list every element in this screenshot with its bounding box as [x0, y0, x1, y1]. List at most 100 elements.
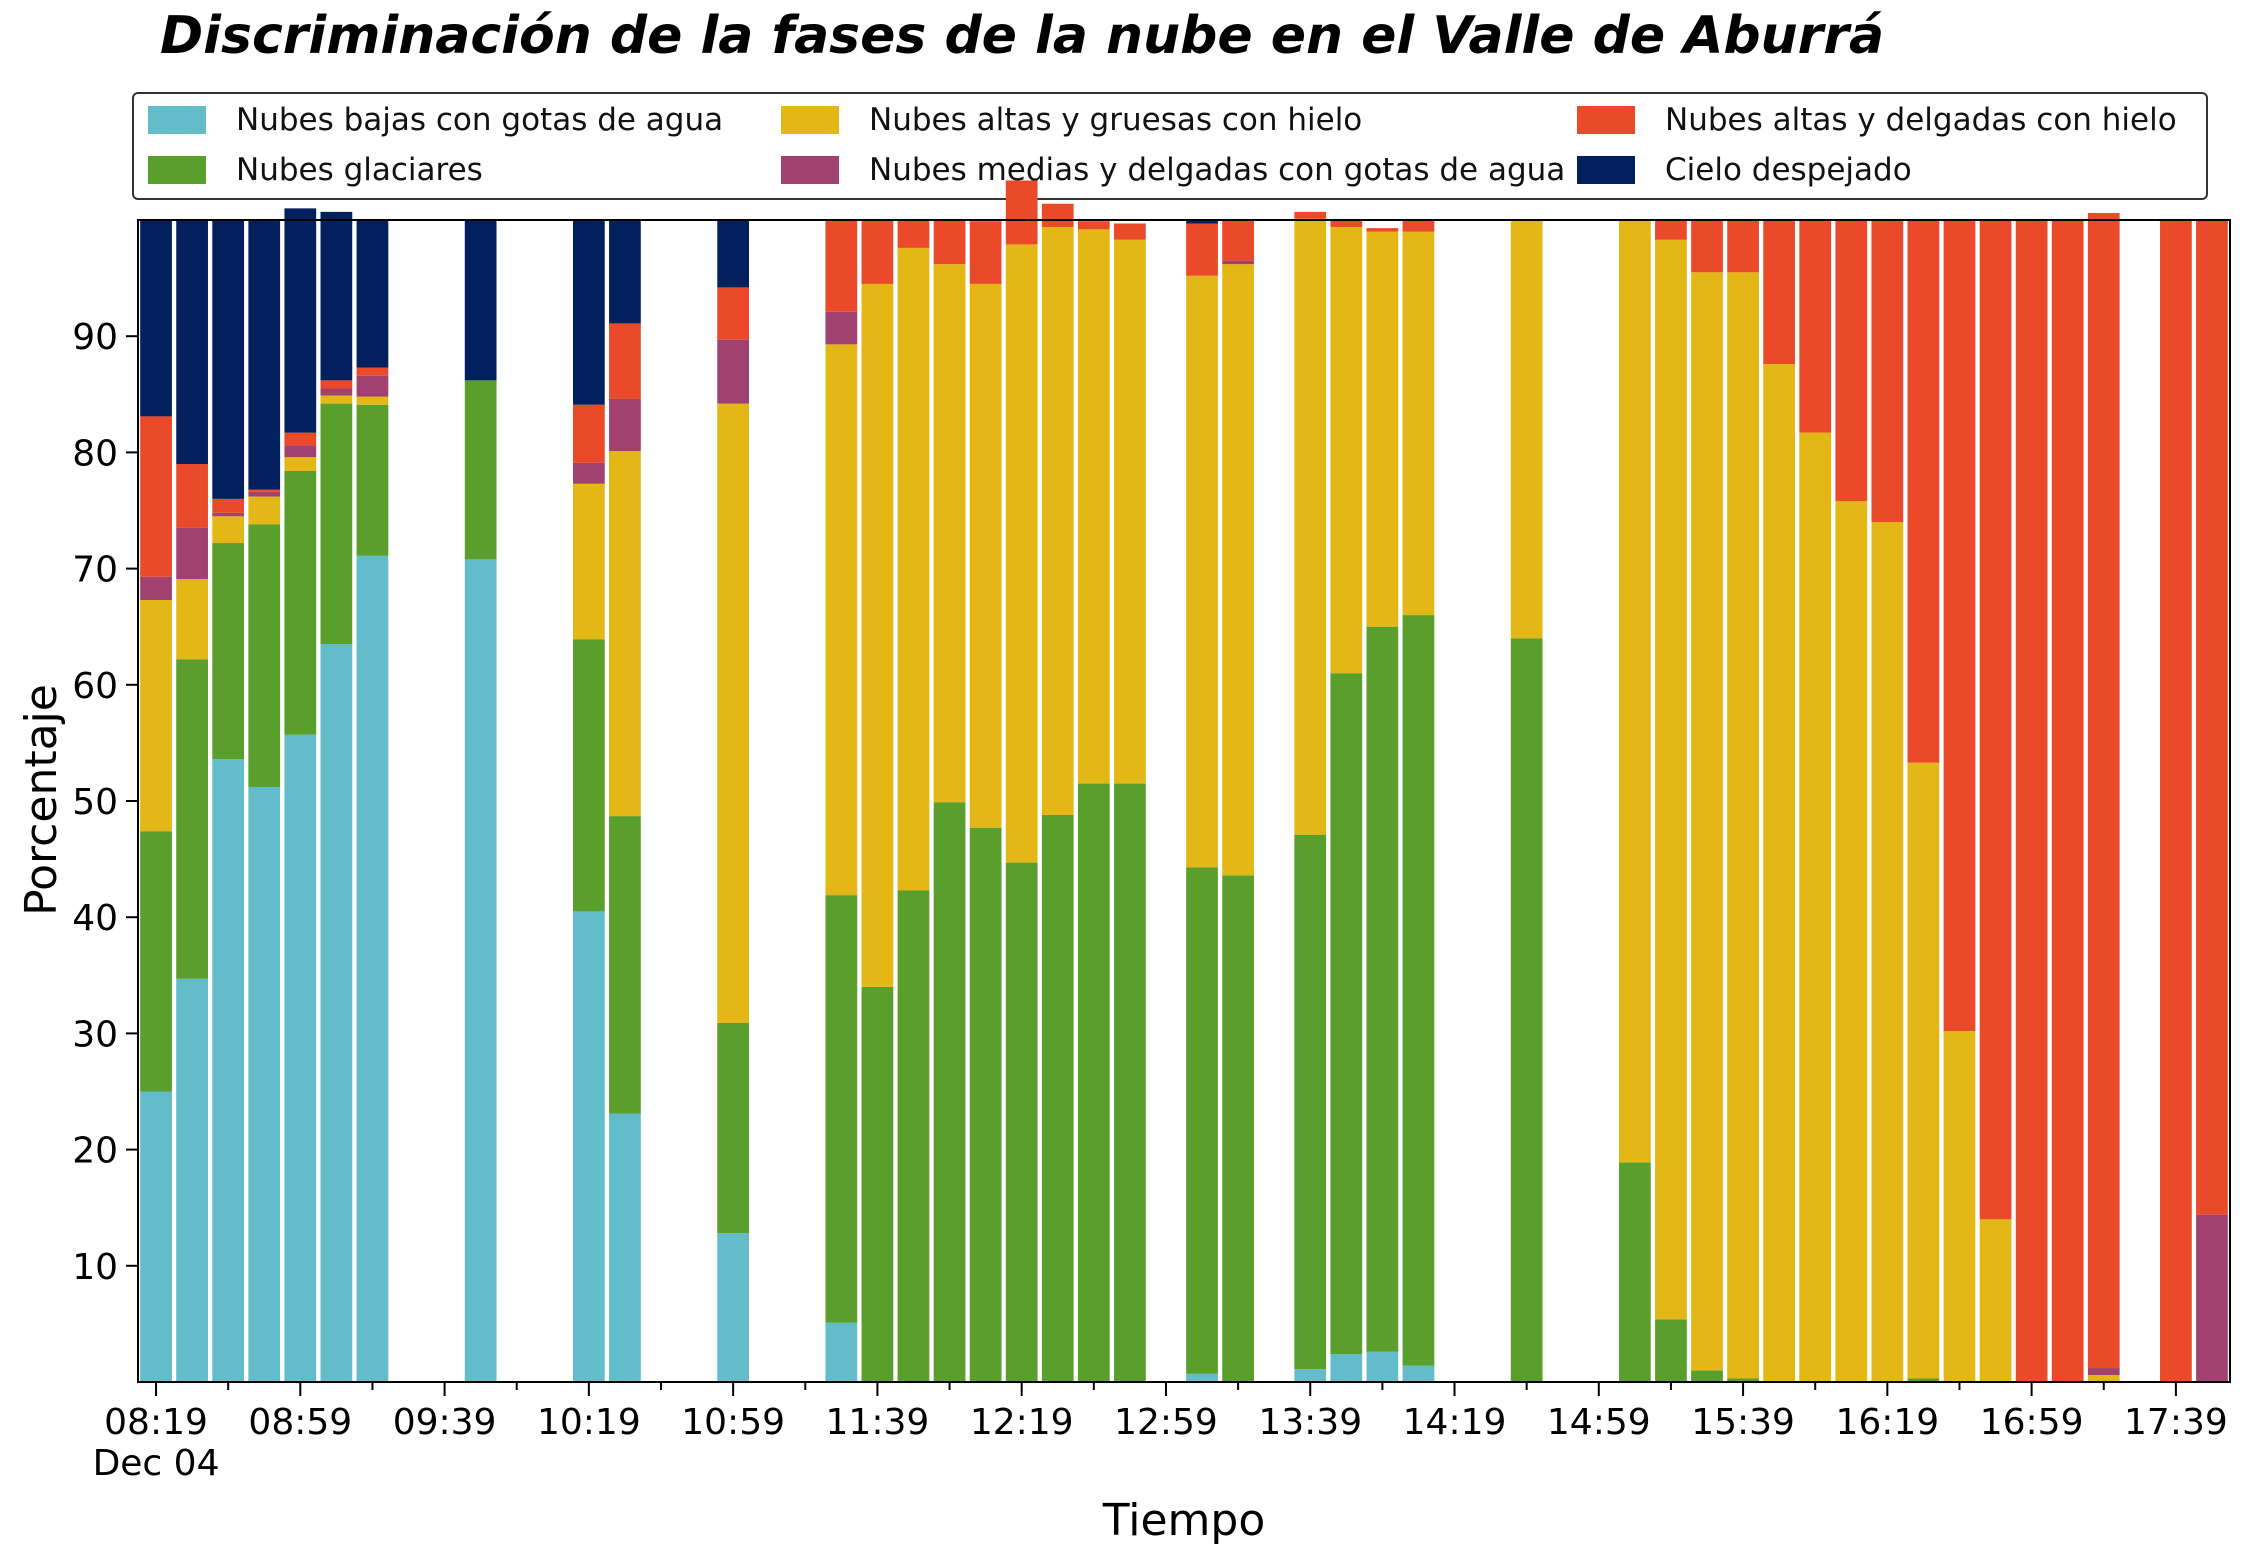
- bar-segment: [609, 398, 641, 452]
- bar-segment: [1907, 1378, 1940, 1382]
- bar-segment: [1330, 226, 1363, 674]
- bar-segment: [1655, 220, 1687, 240]
- bar-segment: [1763, 220, 1796, 365]
- legend-item: Nubes bajas con gotas de agua: [148, 100, 723, 140]
- bar-segment: [176, 527, 208, 580]
- x-tick-label: 12:19: [970, 1402, 1074, 1443]
- bar-segment: [1799, 432, 1832, 1382]
- bar-segment: [1366, 1351, 1399, 1382]
- legend: Nubes bajas con gotas de agua Nubes glaci…: [132, 92, 2208, 200]
- y-tick-label: 80: [72, 433, 118, 474]
- legend-item: Nubes glaciares: [148, 150, 483, 190]
- legend-label: Nubes altas y gruesas con hielo: [869, 102, 1363, 138]
- bar-segment: [176, 978, 208, 1382]
- bar-segment: [212, 220, 245, 499]
- bar-segment: [2087, 1375, 2120, 1382]
- bar-segment: [248, 489, 281, 492]
- bar-segment: [1294, 218, 1327, 835]
- x-tick-label: 17:39: [2124, 1402, 2228, 1443]
- y-tick-label: 30: [72, 1014, 118, 1055]
- bar-segment: [1510, 220, 1543, 639]
- bar-segment: [284, 432, 317, 446]
- bar-segment: [1835, 501, 1868, 1383]
- bar-segment: [825, 895, 858, 1323]
- bar-segment: [1799, 220, 1832, 433]
- x-tick-label: 08:19: [104, 1402, 208, 1443]
- x-tick-label: 14:19: [1403, 1402, 1507, 1443]
- legend-item: Nubes altas y delgadas con hielo: [1577, 100, 2177, 140]
- legend-label: Nubes glaciares: [236, 152, 483, 188]
- bar-segment: [1041, 226, 1074, 815]
- bar-segment: [969, 221, 1002, 284]
- bar-segment: [572, 220, 605, 405]
- bar-segment: [572, 639, 605, 912]
- y-tick-label: 10: [72, 1247, 118, 1288]
- bar-segment: [1727, 1378, 1759, 1382]
- bar-segment: [609, 451, 641, 817]
- legend-label: Nubes medias y delgadas con gotas de agu…: [869, 152, 1566, 188]
- chart-title: Discriminación de la fases de la nube en…: [160, 6, 1885, 66]
- bar-segment: [320, 395, 353, 404]
- bar-segment: [320, 211, 353, 381]
- bar-segment: [1077, 783, 1110, 1382]
- bar-segment: [320, 380, 353, 389]
- bar-segment: [356, 404, 389, 556]
- bar-segment: [248, 220, 281, 490]
- x-axis-title: Tiempo: [1102, 1495, 1266, 1546]
- bar-segment: [969, 283, 1002, 828]
- bar-segment: [1871, 522, 1904, 1382]
- bar-segment: [248, 787, 281, 1382]
- bar-segment: [1943, 220, 1976, 1032]
- bar-segment: [2196, 1214, 2228, 1382]
- bar-segment: [861, 986, 894, 1382]
- x-tick-label: 10:19: [537, 1402, 641, 1443]
- bar-segment: [176, 220, 208, 465]
- x-tick-label: 12:59: [1114, 1402, 1218, 1443]
- bar-segment: [1727, 272, 1759, 1379]
- x-date-label: Dec 04: [93, 1443, 220, 1484]
- bar-segment: [1186, 867, 1218, 1374]
- bar-segment: [2160, 220, 2192, 1382]
- bar-segment: [212, 498, 245, 513]
- bar-segment: [1618, 1162, 1651, 1382]
- x-tick-label: 14:59: [1547, 1402, 1651, 1443]
- bar-segment: [284, 470, 317, 735]
- bar-segment: [572, 404, 605, 463]
- bar-segment: [356, 375, 389, 397]
- bar-segment: [1402, 231, 1435, 616]
- bar-segment: [1979, 1219, 2012, 1382]
- bar-segment: [464, 220, 497, 381]
- bar-segment: [2087, 213, 2120, 1369]
- y-tick-label: 60: [72, 666, 118, 707]
- legend-label: Nubes bajas con gotas de agua: [236, 102, 724, 138]
- bar-segment: [1691, 272, 1723, 1371]
- bar-segment: [1907, 762, 1940, 1379]
- bar-segment: [861, 283, 894, 987]
- bar-segment: [1222, 220, 1254, 261]
- x-tick-label: 11:39: [826, 1402, 930, 1443]
- bar-segment: [897, 220, 930, 248]
- bar-segment: [1835, 220, 1868, 502]
- bar-segment: [1330, 220, 1363, 227]
- bar-segment: [1114, 783, 1146, 1382]
- bar-segment: [248, 496, 281, 525]
- bar-segment: [1222, 875, 1254, 1382]
- bar-segment: [320, 388, 353, 396]
- legend-label: Cielo despejado: [1665, 152, 1912, 188]
- bar-segment: [284, 208, 317, 433]
- bar-segment: [464, 380, 497, 560]
- bar-segment: [717, 339, 750, 404]
- bar-segment: [2015, 220, 2048, 1382]
- bar-segment: [825, 220, 858, 312]
- x-tick-label: 15:39: [1691, 1402, 1795, 1443]
- bar-segment: [1727, 220, 1759, 273]
- bar-segment: [1655, 239, 1687, 1320]
- bar-segment: [2196, 220, 2228, 1215]
- bar-segment: [284, 445, 317, 458]
- bar-segment: [356, 220, 389, 368]
- x-tick-label: 13:39: [1258, 1402, 1362, 1443]
- bar-segment: [1366, 231, 1399, 627]
- x-tick-label: 16:59: [1980, 1402, 2084, 1443]
- bar-segment: [825, 311, 858, 345]
